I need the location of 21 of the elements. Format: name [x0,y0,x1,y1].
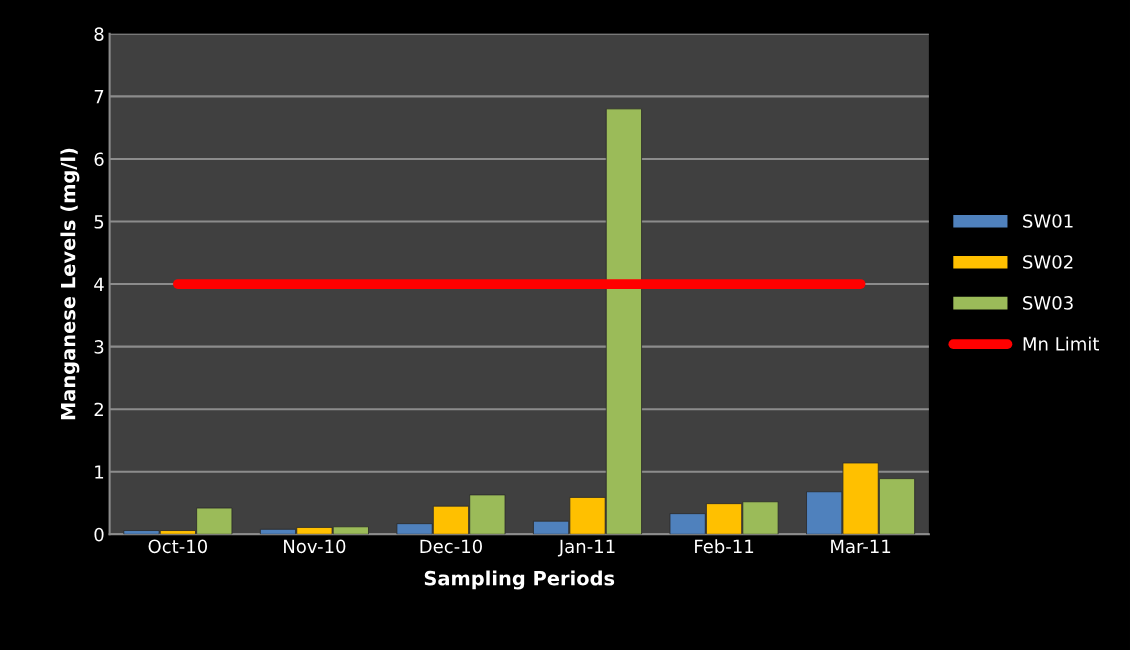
y-tick-label: 1 [95,465,104,479]
y-tick-label: 6 [94,152,104,167]
x-tick-label: Jan-11 [557,539,615,557]
x-tick-label: Feb-11 [695,539,754,554]
x-tick-label: Mar-11 [831,539,891,554]
legend-label: SW02 [1023,255,1073,269]
y-tick-label: 8 [94,27,104,41]
x-tick-label: Oct-10 [148,539,208,554]
legend-label: SW03 [1023,296,1073,310]
y-tick-label: 3 [94,340,104,354]
x-tick-label: Nov-10 [284,539,346,554]
y-tick-label: 2 [94,402,103,417]
y-tick-label: 0 [94,527,104,542]
y-axis-title: Manganese Levels (mg/l) [60,148,80,420]
x-tick-label: Dec-10 [420,539,482,554]
legend-label: SW01 [1023,214,1073,228]
y-tick-label: 5 [94,215,104,229]
legend-label: Mn Limit [1023,336,1099,351]
x-axis-title: Sampling Periods [424,570,615,590]
y-tick-label: 7 [94,90,104,104]
y-tick-label: 4 [94,277,104,291]
